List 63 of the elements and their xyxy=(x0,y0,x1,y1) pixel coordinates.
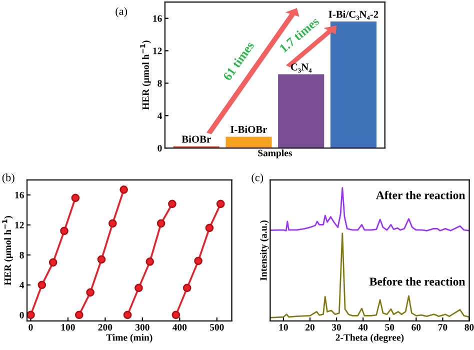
y-tick-label: 16 xyxy=(153,15,162,22)
x-tick-label: 100 xyxy=(61,324,75,331)
x-tick-label: 0 xyxy=(28,324,33,331)
y-axis-title: HER (μmol h$^{−1}$) xyxy=(2,216,13,286)
x-tick-label: 60 xyxy=(412,324,421,331)
x-tick-label: 10 xyxy=(279,324,288,331)
point xyxy=(172,310,180,320)
point xyxy=(108,219,117,228)
x-axis-title: Time (min) xyxy=(106,334,152,343)
bar xyxy=(278,74,324,148)
point xyxy=(120,185,128,194)
x-tick-label: 80 xyxy=(464,324,474,331)
point xyxy=(38,280,46,290)
y-tick-label: 8 xyxy=(20,252,24,258)
point xyxy=(60,226,68,236)
point xyxy=(71,194,80,202)
point xyxy=(134,284,143,292)
x-tick-label: BiOBr xyxy=(182,135,211,143)
y-tick-label: 4 xyxy=(20,282,24,288)
point xyxy=(182,284,192,292)
x-tick-label: 20 xyxy=(306,324,314,331)
y-tick-label: 4 xyxy=(157,112,162,119)
x-tick-label: 70 xyxy=(438,324,448,331)
x-tick-label: 50 xyxy=(385,324,394,331)
x-tick-label: 500 xyxy=(210,324,224,331)
point xyxy=(156,219,166,228)
bar xyxy=(226,136,272,148)
series-label: Before the reaction xyxy=(370,277,466,286)
y-tick-label: 12 xyxy=(15,222,24,228)
annotation: 1.7 times xyxy=(278,16,320,53)
y-tick-label: 8 xyxy=(158,80,162,87)
x-tick-label: I-Bi/C₃N₄-2 xyxy=(328,10,378,20)
x-axis-title: Samples xyxy=(258,149,292,158)
series-label: After the reaction xyxy=(376,190,466,200)
y-tick-label: 12 xyxy=(153,48,162,54)
chart-title: (a) xyxy=(116,7,128,18)
point xyxy=(48,258,58,267)
y-tick-label: 0 xyxy=(20,312,24,318)
y-tick-label: 0 xyxy=(158,144,162,152)
point xyxy=(146,258,154,266)
point xyxy=(123,310,132,320)
y-axis-title: HER (μmol h$^{−1}$) xyxy=(140,40,151,110)
point xyxy=(205,224,214,232)
bar xyxy=(330,22,377,148)
x-tick-label: 30 xyxy=(332,324,342,331)
y-axis-title: Intensity (a.u.) xyxy=(260,220,269,280)
x-tick-label: 400 xyxy=(172,324,187,331)
x-tick-label: 300 xyxy=(136,324,150,331)
point xyxy=(216,200,225,208)
y-tick-label: 16 xyxy=(15,192,24,198)
point xyxy=(27,310,35,320)
point xyxy=(97,255,106,264)
x-tick-label: I-BiOBr xyxy=(230,126,268,133)
x-axis-title: 2-Theta (degree) xyxy=(336,334,404,343)
point xyxy=(168,200,176,208)
point xyxy=(86,288,94,297)
x-tick-label: 40 xyxy=(358,324,368,331)
x-tick-label: 200 xyxy=(98,324,112,331)
point xyxy=(194,256,202,266)
chart-title: (c) xyxy=(252,173,264,184)
point xyxy=(74,310,84,320)
chart-title: (b) xyxy=(2,173,14,184)
x-tick-label: C₃N₄ xyxy=(290,64,312,73)
